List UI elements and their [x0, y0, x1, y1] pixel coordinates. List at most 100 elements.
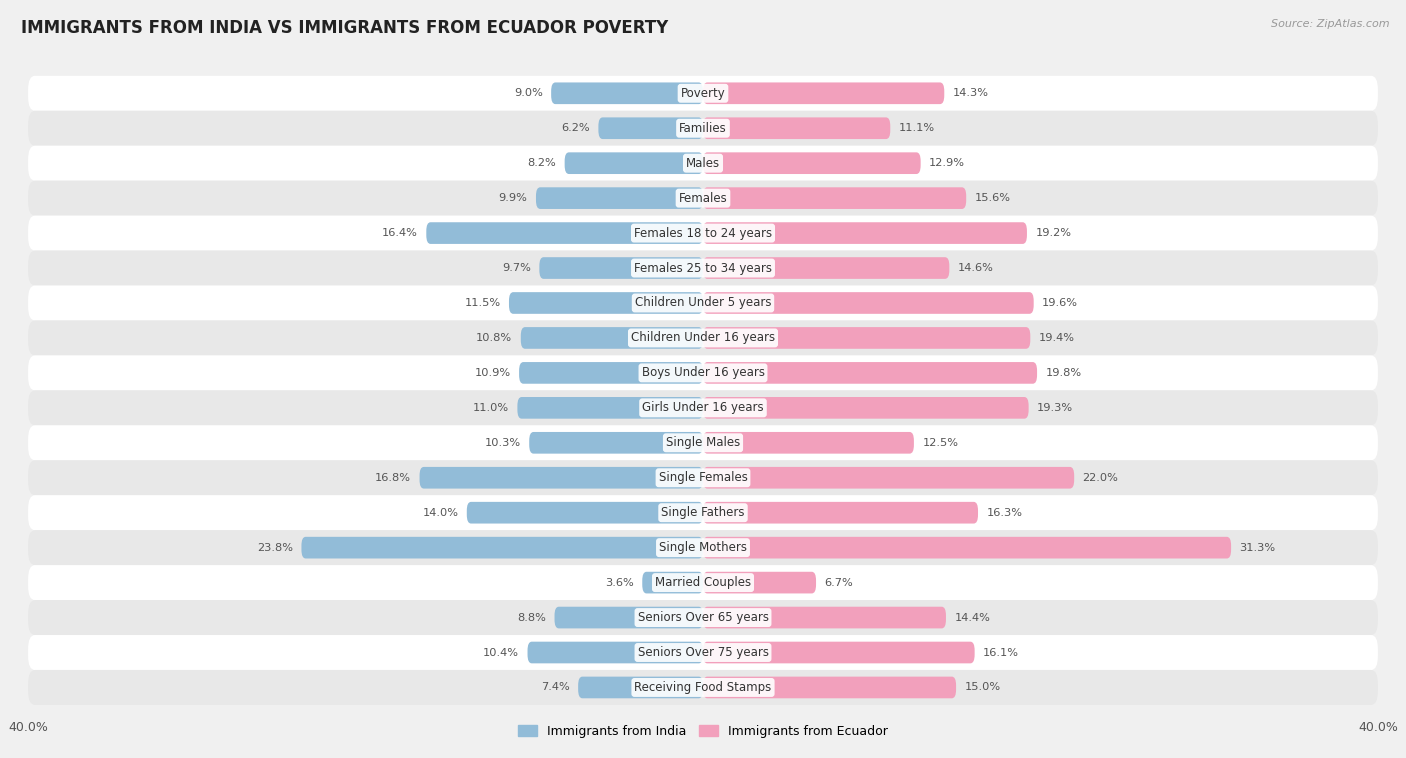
Text: Seniors Over 65 years: Seniors Over 65 years	[637, 611, 769, 624]
Text: Single Females: Single Females	[658, 471, 748, 484]
FancyBboxPatch shape	[28, 321, 1378, 356]
Text: 23.8%: 23.8%	[257, 543, 292, 553]
Text: 10.3%: 10.3%	[485, 438, 520, 448]
FancyBboxPatch shape	[554, 606, 703, 628]
Text: IMMIGRANTS FROM INDIA VS IMMIGRANTS FROM ECUADOR POVERTY: IMMIGRANTS FROM INDIA VS IMMIGRANTS FROM…	[21, 19, 668, 37]
FancyBboxPatch shape	[551, 83, 703, 104]
Text: Families: Families	[679, 122, 727, 135]
Text: Males: Males	[686, 157, 720, 170]
FancyBboxPatch shape	[703, 502, 979, 524]
Text: Boys Under 16 years: Boys Under 16 years	[641, 366, 765, 380]
Text: 6.2%: 6.2%	[561, 124, 591, 133]
Text: 22.0%: 22.0%	[1083, 473, 1119, 483]
Text: 15.6%: 15.6%	[974, 193, 1011, 203]
Text: 10.9%: 10.9%	[475, 368, 510, 378]
FancyBboxPatch shape	[703, 677, 956, 698]
FancyBboxPatch shape	[565, 152, 703, 174]
Text: 6.7%: 6.7%	[824, 578, 853, 587]
FancyBboxPatch shape	[703, 537, 1232, 559]
Text: 11.0%: 11.0%	[472, 402, 509, 413]
FancyBboxPatch shape	[28, 251, 1378, 286]
FancyBboxPatch shape	[536, 187, 703, 209]
Text: 3.6%: 3.6%	[605, 578, 634, 587]
Text: Girls Under 16 years: Girls Under 16 years	[643, 401, 763, 415]
FancyBboxPatch shape	[703, 606, 946, 628]
Text: Females 18 to 24 years: Females 18 to 24 years	[634, 227, 772, 240]
FancyBboxPatch shape	[28, 111, 1378, 146]
FancyBboxPatch shape	[703, 642, 974, 663]
Text: 9.0%: 9.0%	[513, 88, 543, 99]
FancyBboxPatch shape	[28, 600, 1378, 635]
FancyBboxPatch shape	[28, 390, 1378, 425]
Text: 12.9%: 12.9%	[929, 158, 965, 168]
FancyBboxPatch shape	[517, 397, 703, 418]
Text: 15.0%: 15.0%	[965, 682, 1001, 693]
FancyBboxPatch shape	[28, 356, 1378, 390]
Text: 14.4%: 14.4%	[955, 612, 990, 622]
FancyBboxPatch shape	[28, 286, 1378, 321]
Text: 19.2%: 19.2%	[1035, 228, 1071, 238]
Text: 31.3%: 31.3%	[1240, 543, 1275, 553]
Text: Single Fathers: Single Fathers	[661, 506, 745, 519]
FancyBboxPatch shape	[703, 467, 1074, 489]
FancyBboxPatch shape	[28, 146, 1378, 180]
Text: 14.3%: 14.3%	[953, 88, 988, 99]
FancyBboxPatch shape	[509, 292, 703, 314]
FancyBboxPatch shape	[703, 362, 1038, 384]
FancyBboxPatch shape	[28, 495, 1378, 530]
FancyBboxPatch shape	[28, 635, 1378, 670]
Text: Single Mothers: Single Mothers	[659, 541, 747, 554]
Legend: Immigrants from India, Immigrants from Ecuador: Immigrants from India, Immigrants from E…	[513, 720, 893, 743]
Text: 16.4%: 16.4%	[382, 228, 418, 238]
Text: 10.4%: 10.4%	[484, 647, 519, 657]
FancyBboxPatch shape	[28, 76, 1378, 111]
FancyBboxPatch shape	[703, 397, 1029, 418]
Text: 12.5%: 12.5%	[922, 438, 959, 448]
FancyBboxPatch shape	[28, 215, 1378, 251]
Text: Females: Females	[679, 192, 727, 205]
FancyBboxPatch shape	[578, 677, 703, 698]
Text: Females 25 to 34 years: Females 25 to 34 years	[634, 262, 772, 274]
Text: 19.3%: 19.3%	[1038, 402, 1073, 413]
FancyBboxPatch shape	[426, 222, 703, 244]
FancyBboxPatch shape	[703, 187, 966, 209]
Text: 19.4%: 19.4%	[1039, 333, 1074, 343]
FancyBboxPatch shape	[419, 467, 703, 489]
FancyBboxPatch shape	[28, 670, 1378, 705]
Text: Married Couples: Married Couples	[655, 576, 751, 589]
Text: 19.6%: 19.6%	[1042, 298, 1078, 308]
Text: 9.7%: 9.7%	[502, 263, 531, 273]
Text: 16.3%: 16.3%	[987, 508, 1022, 518]
FancyBboxPatch shape	[529, 432, 703, 453]
FancyBboxPatch shape	[527, 642, 703, 663]
Text: Source: ZipAtlas.com: Source: ZipAtlas.com	[1271, 19, 1389, 29]
Text: 14.6%: 14.6%	[957, 263, 994, 273]
FancyBboxPatch shape	[643, 572, 703, 594]
FancyBboxPatch shape	[301, 537, 703, 559]
Text: 10.8%: 10.8%	[477, 333, 512, 343]
FancyBboxPatch shape	[28, 460, 1378, 495]
FancyBboxPatch shape	[28, 565, 1378, 600]
FancyBboxPatch shape	[703, 327, 1031, 349]
FancyBboxPatch shape	[703, 572, 815, 594]
FancyBboxPatch shape	[703, 152, 921, 174]
FancyBboxPatch shape	[599, 117, 703, 139]
FancyBboxPatch shape	[520, 327, 703, 349]
Text: 16.8%: 16.8%	[375, 473, 411, 483]
FancyBboxPatch shape	[703, 432, 914, 453]
FancyBboxPatch shape	[467, 502, 703, 524]
FancyBboxPatch shape	[703, 117, 890, 139]
Text: 16.1%: 16.1%	[983, 647, 1019, 657]
Text: 11.1%: 11.1%	[898, 124, 935, 133]
Text: 14.0%: 14.0%	[422, 508, 458, 518]
Text: Children Under 16 years: Children Under 16 years	[631, 331, 775, 344]
Text: 8.2%: 8.2%	[527, 158, 557, 168]
FancyBboxPatch shape	[703, 292, 1033, 314]
Text: 8.8%: 8.8%	[517, 612, 546, 622]
Text: 7.4%: 7.4%	[541, 682, 569, 693]
FancyBboxPatch shape	[703, 83, 945, 104]
Text: Single Males: Single Males	[666, 437, 740, 449]
FancyBboxPatch shape	[28, 180, 1378, 215]
Text: 19.8%: 19.8%	[1046, 368, 1081, 378]
FancyBboxPatch shape	[540, 257, 703, 279]
